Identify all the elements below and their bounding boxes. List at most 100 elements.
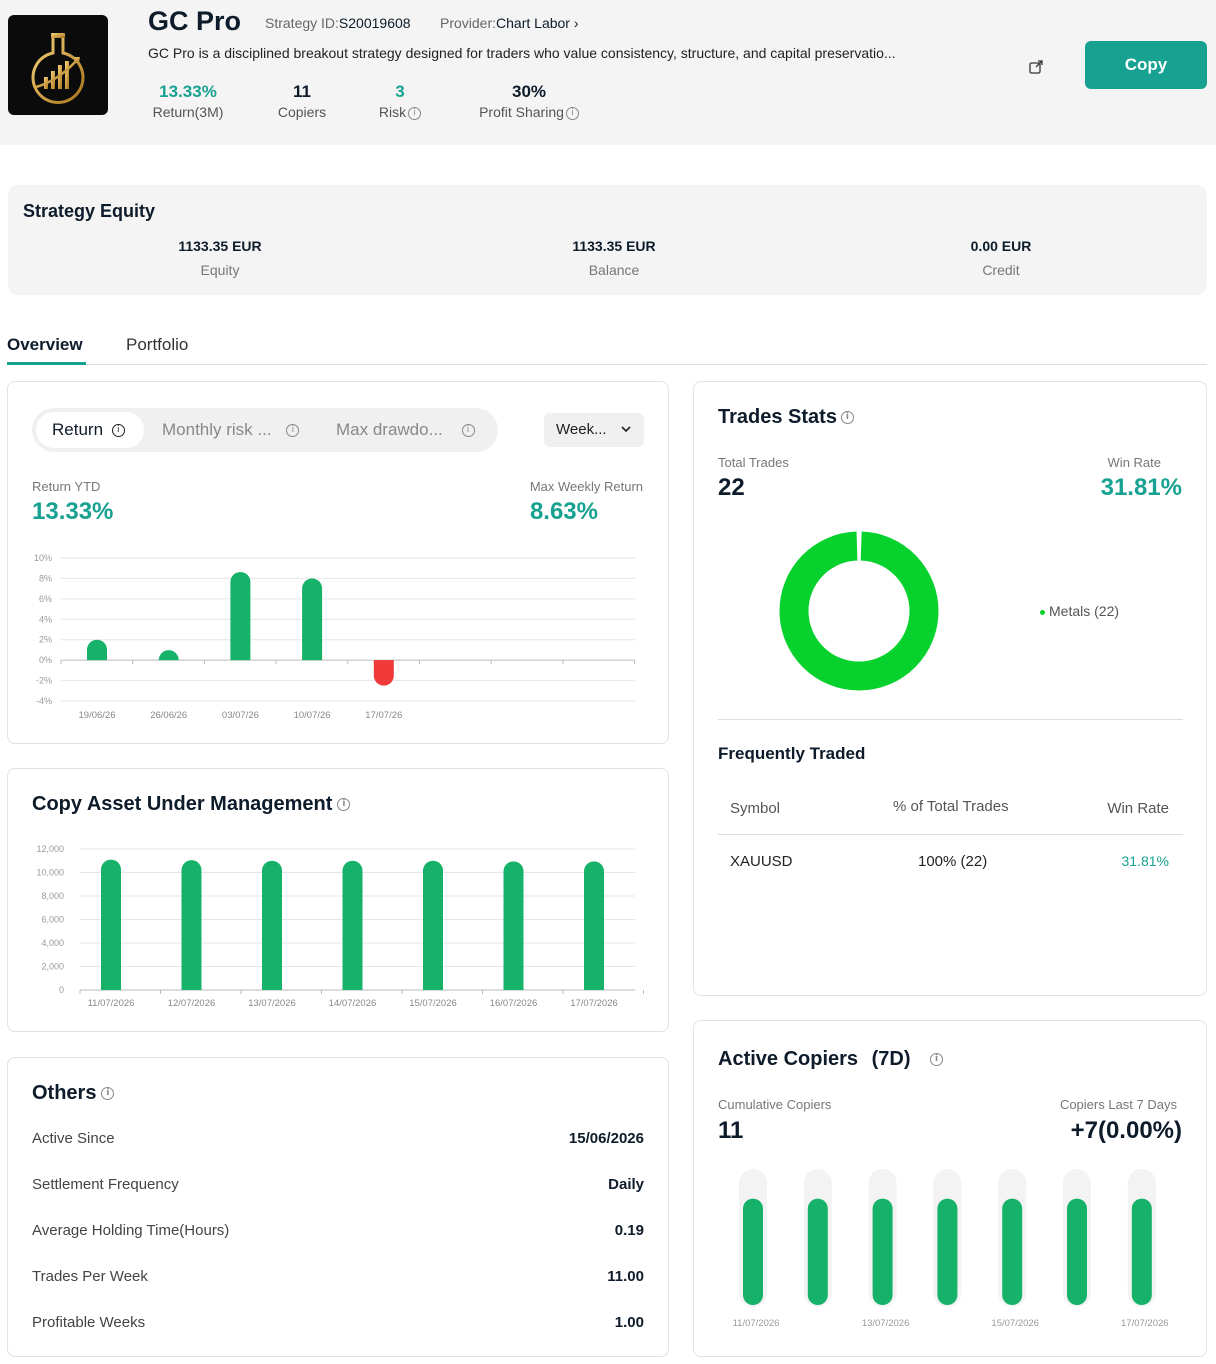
provider-link[interactable]: Provider:Chart Labor › bbox=[440, 15, 579, 31]
active-copiers-title: Active Copiers (7D) i bbox=[718, 1048, 944, 1071]
others-row-holding-time: Average Holding Time(Hours) 0.19 bbox=[32, 1222, 644, 1246]
tab-overview[interactable]: Overview bbox=[7, 335, 83, 354]
table-cell-percent: 100% (22) bbox=[918, 853, 988, 870]
credit-value: 0.00 EUR bbox=[970, 238, 1032, 254]
return-3m-label: Return(3M) bbox=[152, 104, 224, 120]
y-tick-label: 0 bbox=[59, 985, 64, 995]
others-row-label: Average Holding Time(Hours) bbox=[32, 1222, 230, 1239]
bar bbox=[101, 859, 121, 990]
bar bbox=[872, 1198, 893, 1305]
return-3m-stat: 13.33% Return(3M) bbox=[148, 82, 228, 120]
x-tick-label: 15/07/2026 bbox=[409, 998, 457, 1009]
legend-label: Metals (22) bbox=[1049, 603, 1120, 619]
equity-item: 1133.35 EUR Equity bbox=[120, 238, 320, 278]
copy-button[interactable]: Copy bbox=[1085, 41, 1207, 89]
x-tick-label: 15/07/2026 bbox=[991, 1318, 1039, 1329]
provider-label: Provider: bbox=[440, 15, 497, 31]
risk-label: Risk bbox=[378, 104, 407, 120]
x-tick-label: 13/07/2026 bbox=[862, 1318, 910, 1329]
info-icon[interactable]: i bbox=[408, 106, 422, 120]
bar bbox=[1002, 1198, 1023, 1305]
return-ytd-label: Return YTD bbox=[32, 479, 101, 494]
y-tick-label: 6% bbox=[39, 594, 52, 604]
balance-value: 1133.35 EUR bbox=[572, 238, 656, 254]
y-tick-label: 8% bbox=[39, 573, 52, 583]
column-header-symbol: Symbol bbox=[730, 800, 781, 817]
bar bbox=[158, 650, 179, 661]
equity-title: Strategy Equity bbox=[23, 201, 156, 221]
copiers-last7-label: Copiers Last 7 Days bbox=[1059, 1097, 1177, 1112]
balance-label: Balance bbox=[588, 262, 640, 278]
cumulative-copiers-value: 11 bbox=[718, 1117, 744, 1144]
chevron-right-icon: › bbox=[573, 15, 579, 31]
bar bbox=[743, 1198, 763, 1305]
info-icon[interactable]: i bbox=[337, 798, 351, 812]
info-icon[interactable]: i bbox=[565, 106, 579, 120]
balance-item: 1133.35 EUR Balance bbox=[514, 238, 714, 278]
others-row-active-since: Active Since 15/06/2026 bbox=[32, 1130, 644, 1154]
max-weekly-value: 8.63% bbox=[529, 498, 598, 525]
provider-name: Chart Labor bbox=[496, 15, 570, 31]
bar bbox=[937, 1198, 958, 1305]
strategy-header: GC Pro Strategy ID:S20019608 Provider:Ch… bbox=[0, 0, 1216, 145]
strategy-id: Strategy ID:S20019608 bbox=[265, 15, 411, 31]
table-divider bbox=[718, 834, 1183, 835]
x-tick-label: 11/07/2026 bbox=[88, 998, 135, 1009]
info-icon[interactable]: i bbox=[286, 424, 300, 438]
y-tick-label: 12,000 bbox=[36, 844, 64, 854]
weekly-return-chart: 10% 8% 6% 4% 2% 0% -2% -4% 19/06/26 26/06/26 03/07… bbox=[34, 553, 636, 721]
external-link-icon[interactable] bbox=[1028, 59, 1044, 75]
bar bbox=[423, 860, 443, 990]
segment-return[interactable]: Return i bbox=[36, 412, 144, 448]
flask-chart-logo-icon bbox=[31, 33, 85, 104]
return-3m-value: 13.33% bbox=[159, 82, 217, 101]
segment-monthly-risk[interactable]: Monthly risk ... i bbox=[146, 412, 316, 448]
info-icon[interactable]: i bbox=[461, 424, 475, 438]
y-tick-label: 8,000 bbox=[41, 891, 64, 901]
legend-dot bbox=[1040, 609, 1045, 615]
others-row-value: 1.00 bbox=[614, 1314, 644, 1331]
cumulative-copiers-label: Cumulative Copiers bbox=[718, 1097, 832, 1112]
trades-stats-title-text: Trades Stats bbox=[718, 406, 837, 428]
bar bbox=[1131, 1198, 1152, 1305]
divider bbox=[718, 719, 1183, 720]
y-tick-label: 4% bbox=[39, 614, 52, 624]
return-ytd-value: 13.33% bbox=[32, 498, 114, 525]
risk-value: 3 bbox=[395, 82, 405, 101]
copiers-label: Copiers bbox=[277, 104, 327, 120]
segment-max-drawdown[interactable]: Max drawdo... i bbox=[320, 412, 494, 448]
aum-bar-chart: 12,000 10,000 8,000 6,000 4,000 2,000 0 11/07/2… bbox=[36, 844, 644, 1009]
others-row-value: 15/06/2026 bbox=[568, 1130, 644, 1147]
info-icon[interactable]: i bbox=[101, 1087, 115, 1101]
info-icon[interactable]: i bbox=[111, 424, 125, 438]
y-tick-label: 10% bbox=[34, 553, 52, 563]
x-tick-label: 17/07/26 bbox=[365, 710, 402, 721]
others-row-value: 0.19 bbox=[614, 1222, 644, 1239]
max-weekly-label: Max Weekly Return bbox=[529, 479, 643, 494]
column-header-percent: % of Total Trades bbox=[893, 798, 1009, 815]
profit-sharing-label: Profit Sharing bbox=[479, 104, 564, 120]
strategy-id-label: Strategy ID: bbox=[265, 15, 339, 31]
profit-sharing-value: 30% bbox=[511, 82, 547, 101]
strategy-logo bbox=[8, 15, 108, 115]
x-tick-label: 14/07/2026 bbox=[329, 998, 377, 1009]
y-tick-label: 4,000 bbox=[41, 938, 64, 948]
bar bbox=[181, 860, 202, 990]
bar bbox=[373, 660, 394, 686]
bar bbox=[87, 639, 107, 661]
active-copiers-card: Active Copiers (7D) i Cumulative Copiers… bbox=[693, 1020, 1207, 1357]
y-tick-label: 10,000 bbox=[36, 868, 64, 878]
info-icon[interactable]: i bbox=[840, 411, 854, 425]
period-dropdown[interactable]: Week... bbox=[544, 413, 644, 447]
y-tick-label: -2% bbox=[36, 676, 52, 686]
strategy-id-value: S20019608 bbox=[338, 15, 411, 31]
bar bbox=[262, 860, 282, 990]
x-tick-label: 10/07/26 bbox=[294, 710, 331, 721]
donut-legend-metals: Metals (22) bbox=[1040, 603, 1119, 619]
y-tick-label: 0% bbox=[39, 655, 52, 665]
info-icon[interactable]: i bbox=[930, 1053, 944, 1067]
return-chart-card: Return i Monthly risk ... i Max drawdo..… bbox=[7, 381, 669, 744]
chevron-down-icon bbox=[620, 413, 632, 460]
win-rate-label: Win Rate bbox=[1107, 455, 1161, 470]
tab-portfolio[interactable]: Portfolio bbox=[126, 335, 189, 354]
